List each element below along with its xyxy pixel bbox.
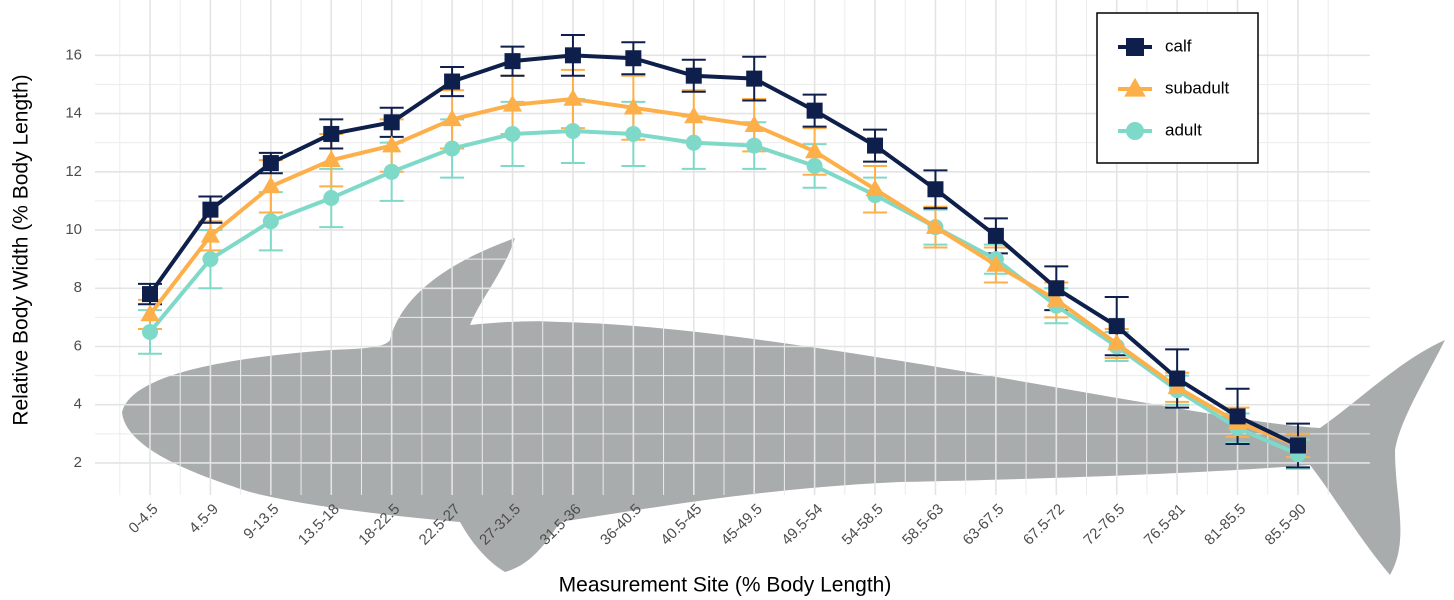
marker [142,286,158,302]
x-tick-label: 49.5-54 [778,501,826,549]
marker [563,89,582,106]
marker [1290,438,1306,454]
x-tick-label: 45-49.5 [718,501,766,549]
x-tick-label: 54-58.5 [839,501,887,549]
marker [867,138,883,154]
legend-label: calf [1165,36,1192,55]
marker [625,126,641,142]
marker [686,135,702,151]
x-tick-label: 63-67.5 [960,501,1008,549]
marker [1230,408,1246,424]
x-tick-label: 4.5-9 [186,501,222,537]
marker [263,155,279,171]
marker [444,141,460,157]
marker [988,228,1004,244]
legend-label: subadult [1165,78,1230,97]
legend: calf subadult adult [1097,13,1258,163]
marker [1048,280,1064,296]
y-tick-label: 12 [65,163,82,180]
marker [625,50,641,66]
y-tick-label: 6 [74,337,82,354]
marker [202,251,218,267]
marker [927,181,943,197]
y-tick-label: 2 [74,454,82,471]
x-tick-label: 76.5-81 [1141,501,1189,549]
marker [142,324,158,340]
marker [807,158,823,174]
y-axis-title: Relative Body Width (% Body Length) [10,74,33,425]
marker [746,71,762,87]
marker [807,103,823,119]
x-tick-label: 58.5-63 [899,501,947,549]
y-tick-label: 10 [65,221,82,238]
x-tick-label: 13.5-18 [295,501,343,549]
marker [384,164,400,180]
marker [202,202,218,218]
marker [1126,38,1144,56]
y-tick-label: 14 [65,105,82,122]
x-axis-title: Measurement Site (% Body Length) [559,574,892,597]
chart: Relative Body Width (% Body Length) Meas… [0,0,1454,600]
x-tick-label: 9-13.5 [240,501,282,543]
marker [1109,318,1125,334]
marker [505,53,521,69]
y-tick-label: 8 [74,279,82,296]
x-tick-label: 0-4.5 [125,501,161,537]
marker [865,179,884,196]
marker [1169,371,1185,387]
marker [323,190,339,206]
marker [746,138,762,154]
marker [263,213,279,229]
marker [1126,122,1144,140]
x-tick-label: 81-85.5 [1201,501,1249,549]
legend-label: adult [1165,120,1202,139]
x-tick-label: 85.5-90 [1262,501,1310,549]
marker [686,68,702,84]
marker [323,126,339,142]
x-tick-label: 67.5-72 [1020,501,1068,549]
marker [565,47,581,63]
x-tick-label: 72-76.5 [1080,501,1128,549]
marker [384,114,400,130]
marker [505,126,521,142]
marker [444,74,460,90]
x-tick-label: 40.5-45 [657,501,705,549]
marker [565,123,581,139]
y-tick-label: 4 [74,396,82,413]
y-tick-label: 16 [65,46,82,63]
